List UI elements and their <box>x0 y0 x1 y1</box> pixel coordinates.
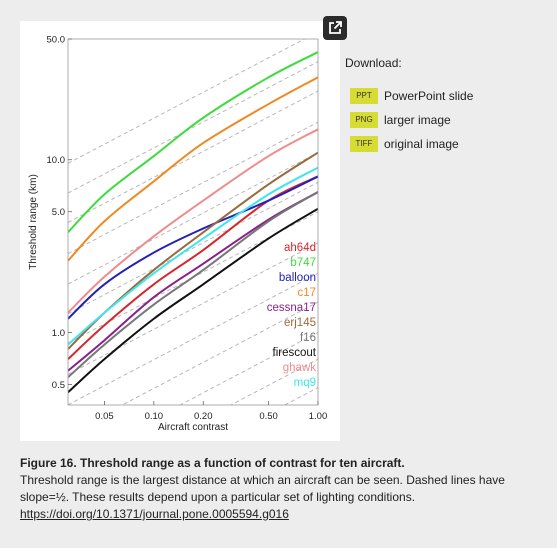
ppt-badge: PPT <box>350 88 378 104</box>
x-tick-label: 0.10 <box>145 411 164 422</box>
download-panel: Download: PPT PowerPoint slide PNG large… <box>345 56 545 160</box>
x-tick-label: 0.05 <box>95 411 114 422</box>
download-title: Download: <box>345 56 402 70</box>
threshold-range-chart: 0.05 0.10 0.20 0.50 1.00 0.5 1.0 5.0 10.0 50.0 Th… <box>28 35 328 434</box>
tiff-badge: TIFF <box>350 136 378 152</box>
y-tick-label: 1.0 <box>52 328 65 339</box>
plot-frame <box>67 38 319 406</box>
y-tick-label: 50.0 <box>47 35 66 46</box>
download-ppt-label: PowerPoint slide <box>384 89 474 103</box>
legend-ghawk: ghawk <box>283 362 316 374</box>
x-tick-label: 0.50 <box>259 411 278 422</box>
legend-cessna17: cessna17 <box>267 302 316 314</box>
reference-line-10 <box>68 121 318 255</box>
legend-f16: f16 <box>300 332 316 344</box>
download-png-label: larger image <box>384 113 451 127</box>
x-axis-label: Aircraft contrast <box>158 422 228 433</box>
reference-line-5 <box>68 272 318 405</box>
reference-line-8 <box>68 181 318 315</box>
reference-line-11 <box>68 90 318 223</box>
download-tiff-link[interactable]: TIFF original image <box>345 136 545 152</box>
reference-line-12 <box>68 61 318 194</box>
series-line-erj145 <box>68 151 318 350</box>
legend-ah64d: ah64d <box>284 242 316 254</box>
caption-text: Threshold range is the largest distance … <box>20 473 505 504</box>
figure-caption: Figure 16. Threshold range as a function… <box>20 455 530 523</box>
legend-firescout: firescout <box>273 347 317 359</box>
reference-line-6 <box>68 242 318 375</box>
legend-b747: b747 <box>290 257 316 269</box>
figure-image[interactable]: 0.05 0.10 0.20 0.50 1.00 0.5 1.0 5.0 10.0 50.0 Th… <box>20 21 340 441</box>
expand-figure-button[interactable] <box>323 16 347 40</box>
reference-line-9 <box>68 152 318 285</box>
series-line-f16 <box>68 191 318 379</box>
series-line-ghawk <box>68 128 318 314</box>
y-axis-label: Threshold range (km) <box>28 174 39 270</box>
reference-line-3 <box>178 331 318 405</box>
reference-line-13 <box>68 39 306 164</box>
legend-erj145: erj145 <box>284 317 316 329</box>
series-line-balloon <box>68 175 318 320</box>
download-ppt-link[interactable]: PPT PowerPoint slide <box>345 88 545 104</box>
reference-line-4 <box>121 301 318 405</box>
download-tiff-label: original image <box>384 137 459 151</box>
legend-balloon: balloon <box>279 272 316 284</box>
series-line-mq9 <box>68 166 318 346</box>
external-link-icon <box>329 21 342 34</box>
series-line-cessna17 <box>68 191 318 372</box>
x-tick-label: 0.20 <box>194 411 213 422</box>
download-png-link[interactable]: PNG larger image <box>345 112 545 128</box>
series-line-ah64d <box>68 175 318 360</box>
doi-link[interactable]: https://doi.org/10.1371/journal.pone.000… <box>20 507 289 521</box>
series-line-c17 <box>68 76 318 262</box>
legend-c17: c17 <box>297 287 316 299</box>
y-tick-label: 0.5 <box>52 380 65 391</box>
x-tick-label: 1.00 <box>309 411 328 422</box>
png-badge: PNG <box>350 112 378 128</box>
series-line-firescout <box>68 207 318 394</box>
series-line-b747 <box>68 51 318 233</box>
y-tick-label: 10.0 <box>47 155 66 166</box>
caption-title: Figure 16. Threshold range as a function… <box>20 456 405 470</box>
y-tick-label: 5.0 <box>52 207 65 218</box>
legend-mq9: mq9 <box>294 377 316 389</box>
